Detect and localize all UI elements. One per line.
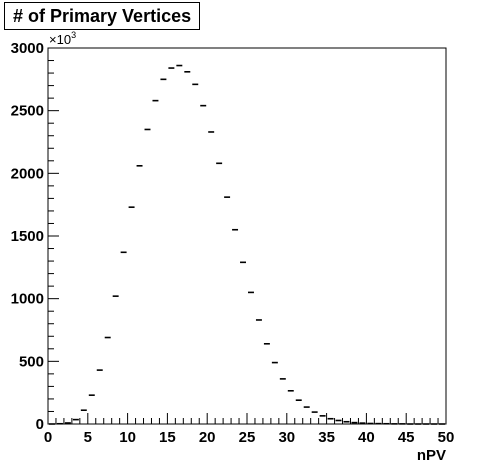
x-tick-label: 30 <box>278 429 295 446</box>
y-tick-label: 1000 <box>11 291 44 308</box>
x-axis-label: nPV <box>417 447 446 464</box>
y-tick-label: 2000 <box>11 165 44 182</box>
chart-title: # of Primary Vertices <box>4 2 201 30</box>
axis-ticks <box>47 47 447 425</box>
y-tick-label: 2500 <box>11 103 44 120</box>
y-tick-label: 1500 <box>11 228 44 245</box>
y-multiplier-label: ×103 <box>49 30 76 47</box>
x-tick-label: 25 <box>239 429 256 446</box>
y-tick-label: 0 <box>36 416 44 433</box>
x-tick-label: 45 <box>398 429 415 446</box>
x-tick-label: 5 <box>84 429 92 446</box>
x-tick-label: 10 <box>119 429 136 446</box>
histogram-bins <box>49 64 445 425</box>
x-tick-label: 40 <box>358 429 375 446</box>
y-multiplier-exponent: 3 <box>71 30 76 40</box>
tick-labels: 0 5 10 15 20 25 30 35 40 45 5005001000150020002500… <box>11 40 455 446</box>
y-tick-label: 3000 <box>11 40 44 57</box>
plot-frame <box>47 47 447 425</box>
x-tick-label: 35 <box>318 429 335 446</box>
x-tick-label: 15 <box>159 429 176 446</box>
x-tick-label: 20 <box>199 429 216 446</box>
y-tick-label: 500 <box>19 353 44 370</box>
x-tick-label: 0 <box>44 429 52 446</box>
x-tick-label: 50 <box>438 429 455 446</box>
